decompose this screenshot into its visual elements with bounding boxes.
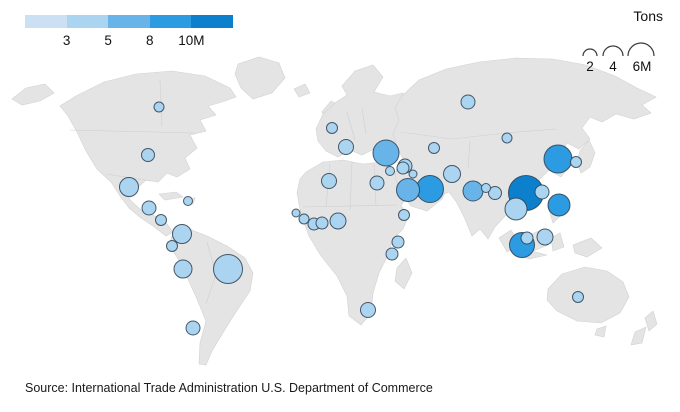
map-bubble-japan[interactable] (543, 144, 573, 174)
map-bubble-saudi-arabia[interactable] (396, 178, 420, 202)
landmass (594, 325, 607, 338)
map-bubble-vietnam[interactable] (547, 193, 571, 217)
map-bubble-singapore[interactable] (520, 231, 534, 245)
color-legend-labels: 3 5 8 10M (25, 33, 233, 51)
map-bubble-tanzania[interactable] (385, 247, 399, 261)
country-border (400, 128, 557, 140)
map-bubble-canada[interactable] (153, 101, 165, 113)
landmass (630, 326, 647, 346)
size-legend-arc (582, 48, 598, 57)
map-bubble-israel[interactable] (396, 161, 410, 175)
map-bubble-japan-east[interactable] (570, 156, 582, 168)
landmass (644, 310, 658, 332)
country-border (346, 111, 356, 141)
landmass (572, 237, 603, 258)
map-bubble-ghana[interactable] (315, 216, 329, 230)
size-legend-tick: 6M (632, 59, 652, 74)
map-bubble-chile[interactable] (185, 320, 201, 336)
map-bubble-senegal[interactable] (291, 208, 301, 218)
map-bubbles (119, 94, 584, 336)
map-bubble-india[interactable] (462, 180, 484, 202)
map-bubble-uzbekistan[interactable] (428, 142, 440, 154)
map-bubble-panama[interactable] (155, 214, 167, 226)
map-bubble-guatemala[interactable] (141, 200, 157, 216)
map-bubble-myanmar[interactable] (488, 186, 502, 200)
landmass (546, 266, 630, 324)
map-bubble-pakistan[interactable] (443, 165, 461, 183)
country-border (349, 161, 353, 211)
map-bubble-italy[interactable] (338, 139, 354, 155)
source-attribution: Source: International Trade Administrati… (25, 381, 433, 395)
landmass (234, 56, 286, 100)
landmass (168, 228, 254, 366)
landmass (550, 232, 565, 252)
map-bubble-mexico[interactable] (119, 177, 139, 197)
map-bubble-russia[interactable] (460, 94, 476, 110)
color-legend-segment (108, 15, 150, 28)
map-bubble-brazil[interactable] (213, 254, 243, 284)
map-bubble-united-states[interactable] (141, 148, 155, 162)
map-bubble-australia[interactable] (572, 291, 584, 303)
map-bubble-ecuador[interactable] (166, 240, 178, 252)
map-bubble-taiwan[interactable] (534, 184, 550, 200)
landmass (11, 83, 55, 106)
map-bubble-guinea[interactable] (298, 213, 310, 225)
color-legend-tick: 3 (62, 33, 71, 48)
color-legend-tick: 10M (178, 33, 205, 48)
color-legend-tick: 5 (104, 33, 112, 48)
landmass (394, 257, 413, 290)
size-legend-tick: 4 (609, 59, 617, 74)
landmass (158, 191, 184, 201)
color-legend-segment (149, 15, 192, 28)
color-legend-segment (191, 15, 233, 28)
map-bubble-nigeria[interactable] (329, 212, 347, 230)
country-border (302, 204, 399, 208)
color-legend-segment (25, 15, 67, 28)
map-bubble-egypt[interactable] (369, 175, 385, 191)
map-bubble-south-africa[interactable] (360, 302, 376, 318)
map-bubble-colombia[interactable] (172, 224, 192, 244)
country-border (69, 129, 196, 134)
map-bubble-thailand[interactable] (504, 197, 528, 221)
landmass (293, 83, 311, 98)
color-legend-tick: 8 (146, 33, 154, 48)
size-legend-arc (627, 42, 655, 57)
map-bubble-peru[interactable] (173, 259, 193, 279)
map-bubble-kuwait[interactable] (408, 169, 418, 179)
map-bubble-kenya[interactable] (391, 235, 405, 249)
size-legend-title: Tons (633, 8, 663, 24)
map-bubble-united-kingdom[interactable] (326, 122, 338, 134)
map-bubble-nepal[interactable] (481, 183, 491, 193)
map-bubble-kyrgyzstan[interactable] (501, 132, 513, 144)
country-border (467, 140, 471, 169)
map-bubble-lebanon[interactable] (385, 166, 395, 176)
map-bubble-malaysia[interactable] (536, 228, 554, 246)
country-border (361, 107, 367, 135)
map-bubble-turkey[interactable] (372, 139, 400, 167)
map-bubble-united-arab-emirates[interactable] (416, 175, 444, 203)
map-bubble-ethiopia[interactable] (398, 209, 410, 221)
color-legend-segment (66, 15, 109, 28)
size-legend-tick: 2 (586, 59, 594, 74)
size-legend-arc (602, 45, 624, 57)
map-bubble-algeria[interactable] (321, 173, 337, 189)
size-legend-arcs (582, 42, 655, 57)
color-legend-bar (25, 15, 233, 28)
map-bubble-dominican-republic[interactable] (183, 196, 193, 206)
